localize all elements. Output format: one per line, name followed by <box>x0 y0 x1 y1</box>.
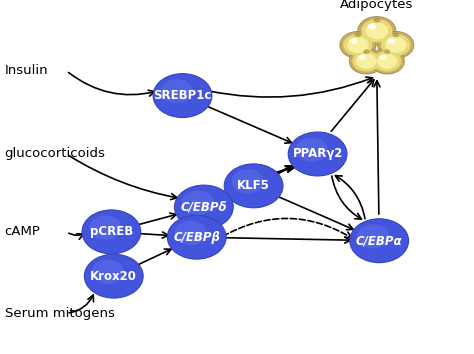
Circle shape <box>224 164 283 208</box>
Circle shape <box>352 51 381 72</box>
Circle shape <box>347 37 369 53</box>
Circle shape <box>340 32 376 58</box>
Circle shape <box>349 48 383 74</box>
Circle shape <box>370 48 404 74</box>
Circle shape <box>153 74 212 118</box>
Circle shape <box>368 23 376 30</box>
Text: cAMP: cAMP <box>5 225 41 238</box>
Circle shape <box>384 50 390 54</box>
Text: C/EBPβ: C/EBPβ <box>173 231 220 244</box>
Circle shape <box>358 17 396 45</box>
Circle shape <box>356 53 377 69</box>
Circle shape <box>373 51 401 72</box>
Circle shape <box>349 38 357 44</box>
Text: Adipocytes: Adipocytes <box>340 0 413 11</box>
Circle shape <box>364 50 369 54</box>
Circle shape <box>232 169 264 194</box>
Circle shape <box>182 190 214 215</box>
Circle shape <box>174 185 233 229</box>
Text: glucocorticoids: glucocorticoids <box>5 148 106 160</box>
Text: SREBP1c: SREBP1c <box>153 89 212 102</box>
Circle shape <box>358 55 366 60</box>
Circle shape <box>385 37 407 53</box>
Circle shape <box>379 55 387 60</box>
Text: C/EBPδ: C/EBPδ <box>181 201 227 213</box>
Circle shape <box>82 210 141 254</box>
Text: C/EBPα: C/EBPα <box>356 234 402 247</box>
Circle shape <box>361 19 392 42</box>
Text: Serum mitogens: Serum mitogens <box>5 307 115 320</box>
Circle shape <box>392 33 399 37</box>
Circle shape <box>381 34 410 56</box>
Text: pCREB: pCREB <box>90 225 133 238</box>
Circle shape <box>167 215 226 259</box>
Circle shape <box>160 79 193 103</box>
Text: Krox20: Krox20 <box>91 270 137 282</box>
Text: Insulin: Insulin <box>5 64 48 77</box>
Circle shape <box>374 18 380 23</box>
Circle shape <box>343 34 373 56</box>
Circle shape <box>288 132 347 176</box>
Circle shape <box>84 254 143 298</box>
Circle shape <box>355 33 361 37</box>
Circle shape <box>365 22 388 39</box>
Circle shape <box>357 224 390 249</box>
Circle shape <box>387 38 395 44</box>
Circle shape <box>296 138 328 162</box>
Circle shape <box>91 260 124 284</box>
Circle shape <box>350 219 409 263</box>
Text: KLF5: KLF5 <box>237 179 270 192</box>
Circle shape <box>378 32 414 58</box>
Circle shape <box>89 215 122 240</box>
Circle shape <box>174 221 207 245</box>
Text: PPARγ2: PPARγ2 <box>292 148 343 160</box>
Circle shape <box>377 53 398 69</box>
